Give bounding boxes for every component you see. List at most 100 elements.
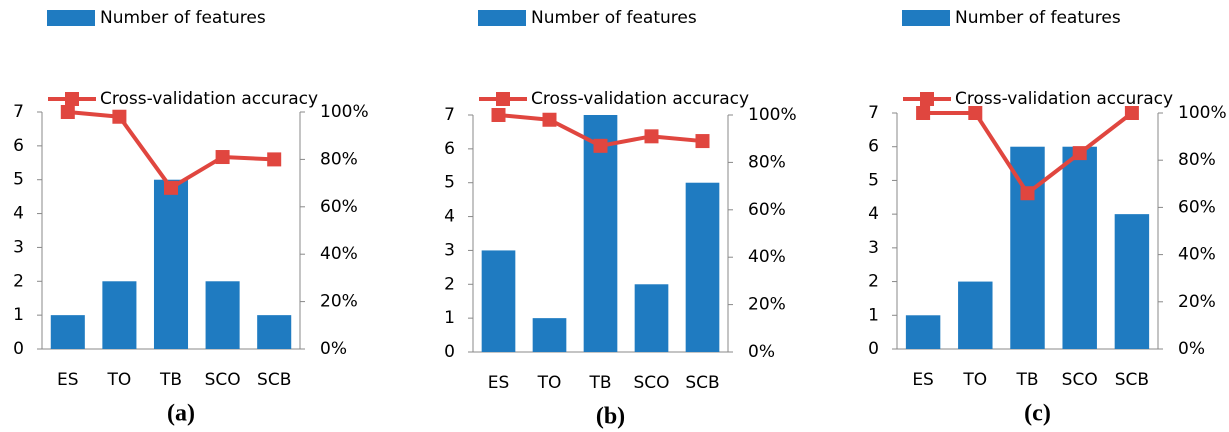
y2-tick-label: 20% (1178, 292, 1216, 312)
legend-marker (920, 92, 934, 106)
y2-tick-label: 80% (320, 149, 358, 169)
legend-marker (65, 92, 79, 106)
y2-tick-label: 40% (748, 247, 786, 267)
bar (153, 179, 189, 349)
bar (205, 281, 240, 349)
y2-tick-label: 0% (748, 342, 775, 362)
bar (50, 315, 85, 349)
y2-tick-label: 60% (748, 200, 786, 220)
y2-tick-label: 100% (320, 102, 369, 122)
marker (593, 138, 608, 153)
y-tick-label: 2 (444, 274, 455, 294)
marker (1072, 146, 1087, 161)
legend-swatch (47, 10, 95, 26)
legend-swatch (902, 10, 950, 26)
legend-label: Number of features (100, 8, 266, 28)
x-tick-label: TO (962, 370, 987, 390)
x-tick-label: TB (159, 370, 182, 390)
y2-tick-label: 80% (748, 152, 786, 172)
y2-tick-label: 40% (1178, 245, 1216, 265)
y2-tick-label: 20% (320, 292, 358, 312)
x-tick-label: TO (107, 370, 132, 390)
x-tick-label: TB (588, 373, 611, 393)
bar (1114, 214, 1150, 349)
legend-label: Number of features (955, 8, 1121, 28)
marker (542, 112, 557, 127)
bar (583, 115, 618, 352)
y-tick-label: 6 (13, 136, 24, 156)
marker (1020, 186, 1035, 201)
marker (164, 180, 178, 195)
y-tick-label: 0 (444, 342, 455, 362)
y2-tick-label: 40% (320, 244, 358, 264)
y-tick-label: 6 (868, 137, 879, 157)
x-tick-label: SCB (257, 370, 291, 390)
y-tick-label: 7 (868, 103, 879, 123)
x-tick-label: SCB (685, 373, 719, 393)
marker (1124, 106, 1139, 120)
accuracy-line (67, 110, 275, 190)
marker (60, 105, 75, 119)
y-tick-label: 3 (13, 237, 24, 257)
y-tick-label: 0 (868, 339, 879, 359)
y-tick-label: 1 (13, 305, 24, 325)
marker (695, 134, 710, 149)
caption: (b) (596, 404, 625, 430)
y2-tick-label: 60% (320, 197, 358, 217)
y2-tick-label: 20% (748, 295, 786, 315)
x-tick-label: TO (537, 373, 562, 393)
y2-tick-label: 0% (320, 339, 347, 359)
y-tick-label: 0 (13, 339, 24, 359)
caption: (a) (167, 401, 195, 427)
x-tick-label: SCB (1115, 370, 1149, 390)
legend-swatch (478, 10, 526, 26)
x-tick-label: SCO (633, 373, 669, 393)
marker (112, 109, 127, 124)
y-tick-label: 4 (13, 204, 24, 224)
bar (905, 315, 941, 349)
bar (634, 284, 669, 352)
x-tick-label: ES (57, 370, 79, 390)
marker (215, 150, 230, 165)
bar (1010, 146, 1045, 349)
y2-tick-label: 100% (1178, 103, 1227, 123)
bar (481, 250, 516, 352)
x-tick-label: TB (1015, 370, 1038, 390)
marker (491, 108, 506, 122)
y-tick-label: 5 (13, 170, 24, 190)
x-tick-label: ES (488, 373, 510, 393)
y-tick-label: 5 (868, 170, 879, 190)
marker (644, 129, 659, 144)
y-tick-label: 3 (444, 240, 455, 260)
y2-tick-label: 100% (748, 105, 797, 125)
legend-label: Cross-validation accuracy (531, 89, 749, 109)
y-tick-label: 7 (444, 105, 455, 125)
y-tick-label: 1 (868, 305, 879, 325)
y-tick-label: 3 (868, 238, 879, 258)
marker (267, 152, 282, 167)
y-tick-label: 2 (868, 272, 879, 292)
y-tick-label: 7 (13, 102, 24, 122)
bar (102, 281, 137, 349)
legend-label: Cross-validation accuracy (955, 89, 1173, 109)
caption: (c) (1024, 401, 1051, 427)
legend-label: Cross-validation accuracy (100, 89, 318, 109)
y2-tick-label: 60% (1178, 197, 1216, 217)
bar (958, 281, 993, 349)
bar (532, 318, 567, 352)
y-tick-label: 2 (13, 271, 24, 291)
y-tick-label: 6 (444, 139, 455, 159)
marker (916, 106, 931, 120)
bar (1062, 146, 1097, 349)
x-tick-label: SCO (205, 370, 241, 390)
marker (968, 106, 983, 120)
y-tick-label: 4 (868, 204, 879, 224)
bar (257, 315, 292, 349)
x-tick-label: ES (912, 370, 934, 390)
legend-label: Number of features (531, 8, 697, 28)
x-tick-label: SCO (1062, 370, 1098, 390)
bar (685, 182, 720, 352)
y2-tick-label: 0% (1178, 339, 1205, 359)
y-tick-label: 4 (444, 207, 455, 227)
